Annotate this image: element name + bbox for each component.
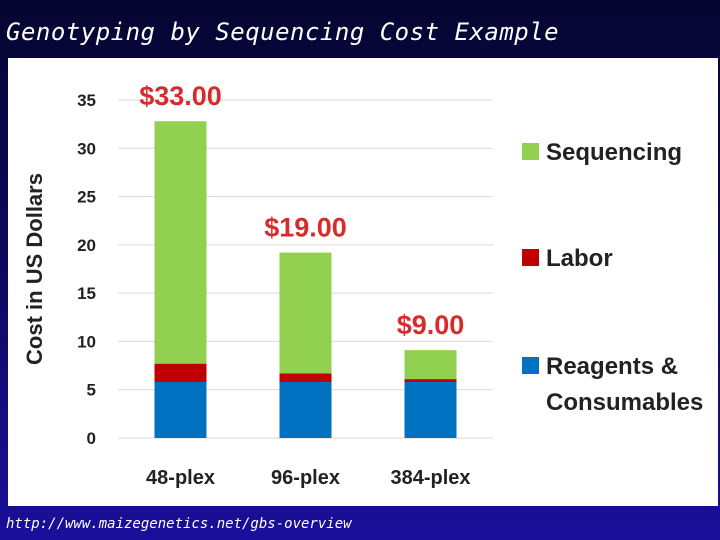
y-tick-label: 0	[87, 429, 96, 448]
bar-sequencing-48-plex	[154, 121, 207, 364]
y-tick-label: 15	[77, 284, 96, 303]
legend-swatch	[522, 357, 539, 374]
legend-label: Consumables	[546, 389, 703, 416]
total-cost-label: $19.00	[264, 213, 347, 243]
chart-panel: 0 5 10 15 20 25 30 35 Cost in US Dollars 48-plex $…	[8, 58, 718, 506]
stacked-bar-chart: 0 5 10 15 20 25 30 35 Cost in US Dollars 48-plex $…	[22, 81, 703, 489]
bar-reagents-consumables-384-plex	[404, 381, 457, 438]
slide-title: Genotyping by Sequencing Cost Example	[6, 18, 560, 46]
y-tick-label: 25	[77, 188, 96, 207]
x-tick-label: 48-plex	[146, 467, 215, 489]
bar-sequencing-384-plex	[404, 350, 457, 380]
total-cost-label: $9.00	[397, 310, 465, 340]
legend-swatch	[522, 143, 539, 160]
y-tick-label: 30	[77, 139, 96, 158]
y-tick-label: 20	[77, 236, 96, 255]
bar-sequencing-96-plex	[279, 252, 332, 374]
legend-label: Sequencing	[546, 139, 682, 166]
y-tick-label: 5	[87, 381, 96, 400]
x-tick-label: 384-plex	[390, 467, 470, 489]
total-cost-label: $33.00	[139, 81, 222, 111]
y-tick-label: 10	[77, 332, 96, 351]
legend-swatch	[522, 249, 539, 266]
bar-reagents-consumables-96-plex	[279, 381, 332, 438]
legend-label: Reagents &	[546, 353, 678, 380]
x-tick-label: 96-plex	[271, 467, 340, 489]
y-tick-label: 35	[77, 91, 96, 110]
source-url: http://www.maizegenetics.net/gbs-overvie…	[6, 516, 352, 532]
bar-labor-48-plex	[154, 363, 207, 382]
y-axis-title: Cost in US Dollars	[22, 173, 47, 365]
legend-label: Labor	[546, 245, 613, 272]
bar-reagents-consumables-48-plex	[154, 381, 207, 438]
bar-labor-384-plex	[404, 379, 457, 382]
bar-labor-96-plex	[279, 373, 332, 382]
